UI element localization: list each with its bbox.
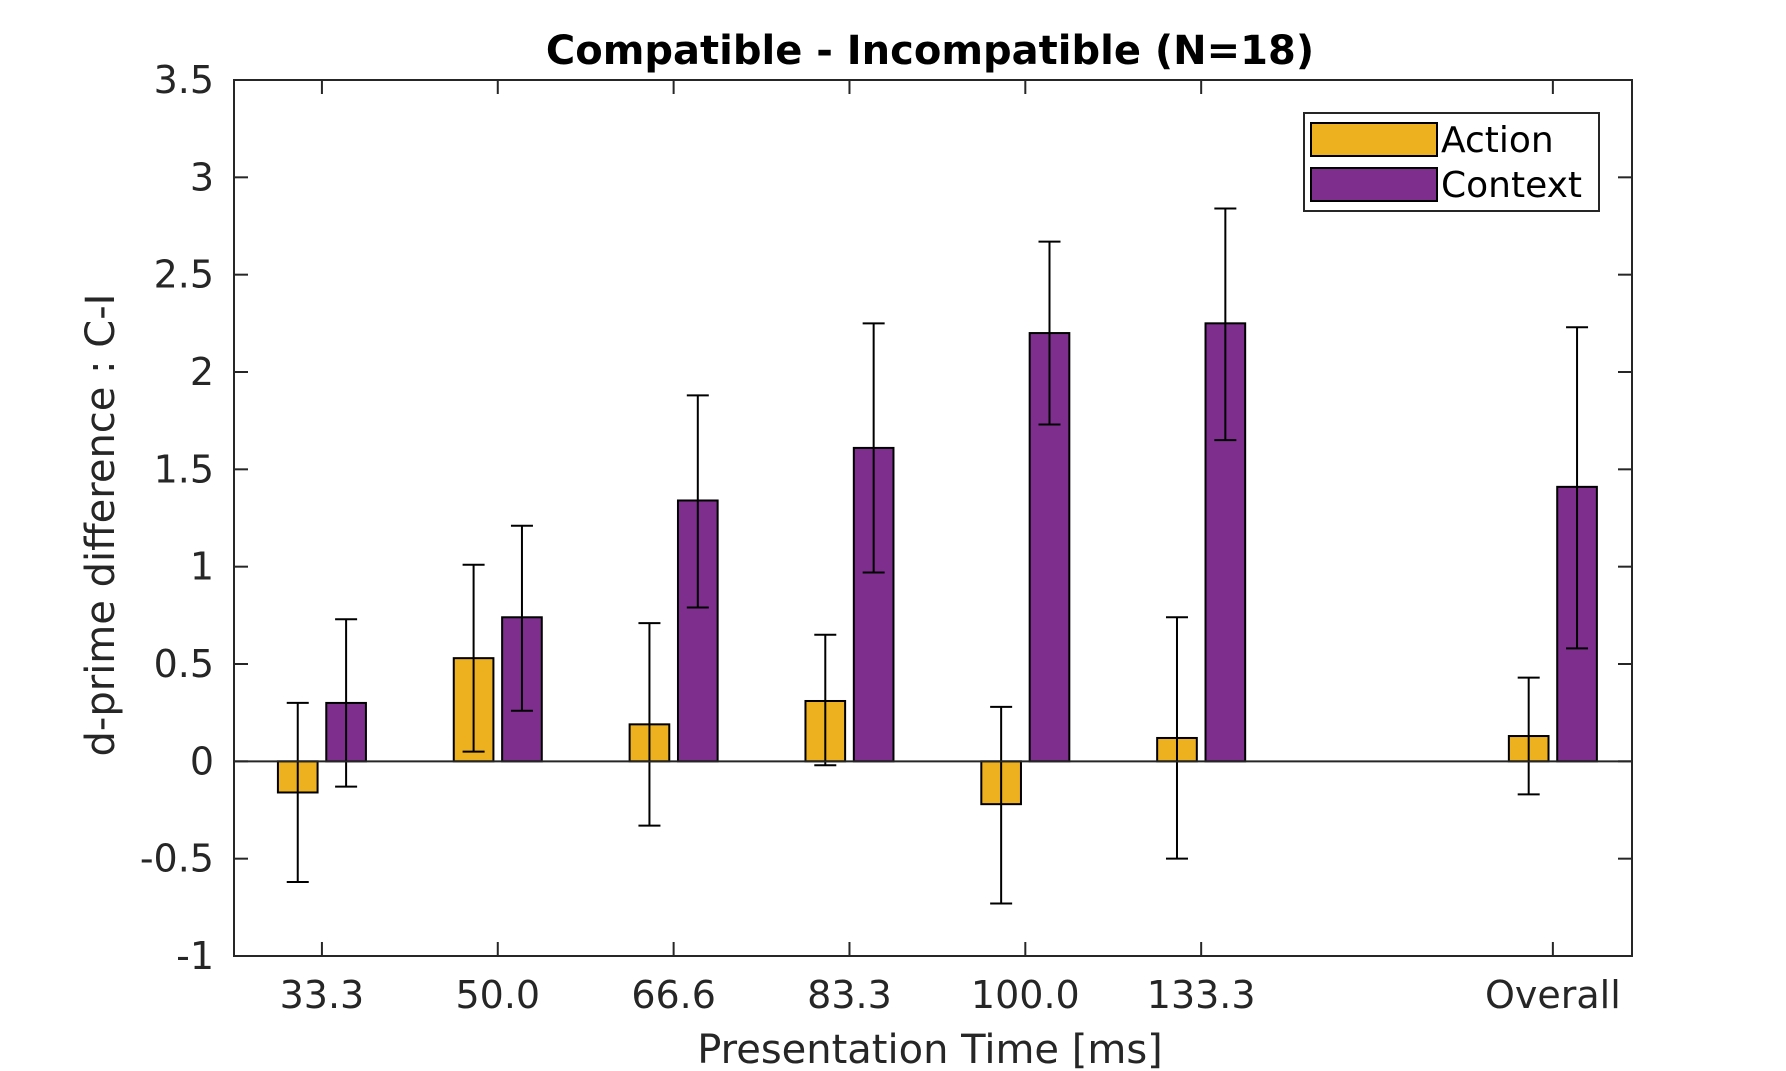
y-tick-label: 1: [190, 545, 214, 589]
error-bar-action-Overall: [1517, 676, 1540, 796]
y-tick-label: 2: [190, 350, 214, 394]
error-bar-context-33.3: [335, 618, 358, 788]
error-bar-action-83.3: [814, 633, 837, 767]
x-tick-label: 33.3: [280, 973, 365, 1017]
error-bar-action-133.3: [1165, 616, 1188, 860]
y-tick-label: 1.5: [154, 447, 214, 491]
y-tick-label: 3: [190, 155, 214, 199]
x-tick-label: 66.6: [631, 973, 716, 1017]
x-tick-label: 100.0: [971, 973, 1080, 1017]
y-axis-label: d-prime difference : C-I: [78, 294, 124, 757]
plot-area: -1 -0.5 0 0.5 1 1.5 2 2.5 3 3.5 33.3 50.0 66.6 83.3 10…: [140, 58, 1633, 1017]
x-tick-label: 83.3: [807, 973, 892, 1017]
y-tick-label: -1: [176, 934, 214, 978]
x-tick-label: Overall: [1485, 973, 1621, 1017]
error-bar-context-133.3: [1214, 207, 1237, 442]
error-bar-action-66.6: [638, 622, 661, 827]
y-tick-label: 0: [190, 739, 214, 783]
legend-label-action: Action: [1441, 120, 1554, 161]
error-bar-context-50.0: [510, 524, 533, 712]
error-bar-context-83.3: [862, 322, 885, 574]
axes-box: [233, 79, 1633, 957]
error-bar-context-Overall: [1566, 326, 1589, 650]
error-bar-context-66.6: [686, 394, 709, 609]
x-axis-label: Presentation Time [ms]: [697, 1027, 1163, 1071]
x-tick-label: 50.0: [455, 973, 540, 1017]
legend-swatch-action: [1310, 122, 1438, 157]
error-bar-action-50.0: [462, 563, 485, 753]
legend-label-context: Context: [1441, 165, 1582, 206]
legend-swatch-context: [1310, 167, 1438, 202]
y-tick-label: 0.5: [154, 642, 214, 686]
y-tick-label: 3.5: [154, 58, 214, 102]
x-tick-label: 133.3: [1147, 973, 1256, 1017]
y-tick-label: 2.5: [154, 253, 214, 297]
y-tick-label: -0.5: [140, 837, 214, 881]
error-bar-action-100.0: [990, 705, 1013, 905]
error-bar-action-33.3: [286, 701, 309, 884]
error-bar-context-100.0: [1038, 240, 1061, 426]
chart-title: Compatible - Incompatible (N=18): [546, 28, 1314, 74]
